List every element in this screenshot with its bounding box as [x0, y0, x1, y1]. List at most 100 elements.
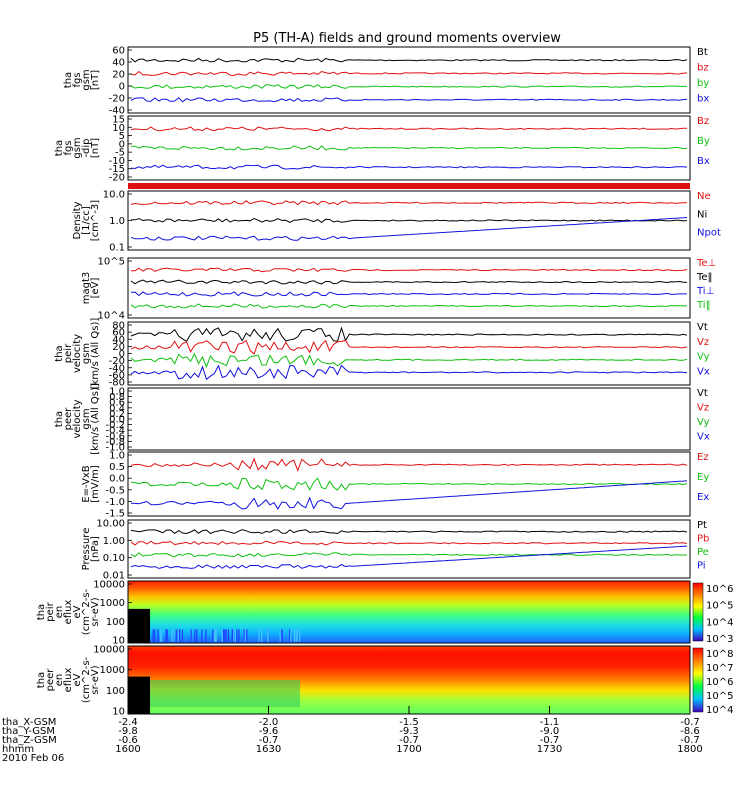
y-tick-label: 10^4	[98, 311, 125, 322]
panel-peer_vel: Vt Vz Vy Vx 1.00.80.60.40.20.0-0.2-0.4-0.6-0…	[54, 383, 710, 455]
plot-title: P5 (TH-A) fields and ground moments over…	[253, 31, 561, 46]
y-label-line: (cm^2-s-	[81, 656, 92, 703]
y-tick-label: -0.5	[105, 485, 125, 496]
x-tick-label: -2.0	[259, 717, 279, 728]
y-label-line: sr-eV)	[90, 665, 101, 694]
y-tick-label: 0.0	[109, 474, 125, 485]
legend: Te⊥ Te‖ Ti⊥ Ti‖	[696, 258, 716, 311]
panel-frame	[127, 580, 691, 644]
y-label-line: velocity	[72, 399, 83, 438]
colorbar: 10^6 10^5 10^4 10^3	[692, 582, 733, 645]
colorbar-tick-label: 10^6	[706, 677, 733, 688]
trace-blue	[130, 164, 688, 170]
y-tick-label: -80	[109, 378, 125, 389]
legend-item: Ni	[697, 209, 707, 220]
colorbar-tick-label: 10^8	[706, 649, 733, 660]
y-axis-label: magt3[eV]	[81, 272, 101, 305]
y-label-line: fgs	[72, 72, 83, 87]
legend: Bz By Bx	[697, 116, 710, 167]
spectrogram-patch	[150, 680, 300, 708]
legend-item: Vy	[697, 417, 710, 428]
trace-black	[130, 57, 688, 63]
legend-item: Vt	[697, 388, 708, 399]
trace-blue	[130, 545, 688, 569]
y-label-line: E=-VxB	[81, 465, 92, 502]
x-tick-label: -2.4	[118, 717, 138, 728]
y-tick-label: 0.0	[109, 415, 125, 426]
legend: Vt Vz Vy Vx	[697, 388, 710, 443]
y-axis: 10000 1000 100 10	[93, 645, 132, 718]
colorbar-tick-label: 10^6	[706, 584, 733, 595]
colorbar-tick-label: 10^7	[706, 663, 733, 674]
y-label-line: -dip	[81, 138, 92, 157]
y-tick-label: 40	[112, 335, 125, 346]
legend-item: Pb	[697, 534, 709, 545]
panel-peer_spec: 10^8 10^7 10^6 10^5 10^4 10000 1000 100 10 thapee…	[36, 645, 733, 718]
y-label-line: tha	[54, 140, 65, 156]
trace-black	[130, 326, 688, 342]
y-label-line: Pressure	[81, 528, 92, 571]
y-label-line: sr-eV)	[90, 597, 101, 626]
y-axis: 10.0 1.0 0.1	[103, 190, 132, 254]
y-label-line: peir	[63, 343, 74, 363]
x-row-label: tha_Z-GSM	[2, 735, 57, 746]
legend-item: bx	[697, 94, 709, 105]
panel-frame	[127, 257, 691, 319]
y-tick-label: 0.10	[103, 553, 125, 564]
y-tick-label: 20	[112, 342, 125, 353]
legend-item: Bt	[697, 47, 708, 58]
panel-peir_spec: 10^6 10^5 10^4 10^3 10000 1000 100 10 thapeirene…	[36, 580, 733, 647]
trace-red	[131, 267, 688, 273]
legend-item: Vz	[697, 337, 709, 348]
y-tick-label: -1.0	[105, 443, 125, 454]
x-tick-label: -0.7	[680, 735, 700, 746]
x-tick-label: 1630	[256, 744, 281, 755]
y-label-line: eflux	[63, 600, 74, 625]
trace-green	[130, 84, 688, 89]
legend-item: by	[697, 78, 709, 89]
trace-green	[130, 552, 688, 558]
legend-item: Vt	[697, 322, 708, 333]
y-tick-label: -0.4	[105, 426, 125, 437]
x-tick-label: -1.1	[540, 717, 560, 728]
trace-blue	[130, 364, 688, 381]
trace-red	[130, 70, 688, 76]
legend-item: Te‖	[696, 272, 713, 283]
x-tick-label: -0.7	[680, 717, 700, 728]
colorbar-tick-label: 10^3	[706, 634, 733, 645]
y-label-line: peir	[45, 601, 56, 621]
trace-blue	[130, 480, 688, 510]
y-tick-label: 1.0	[109, 387, 125, 398]
trace-blue	[130, 217, 688, 241]
y-tick-label: 10000	[93, 645, 125, 656]
legend-item: Pe	[697, 547, 709, 558]
y-tick-label: 60	[112, 328, 125, 339]
legend-item: bz	[697, 63, 709, 74]
trace-green	[130, 352, 688, 369]
y-tick-label: 1.00	[103, 536, 125, 547]
legend-item: Ey	[697, 472, 709, 483]
legend-item: Bz	[697, 116, 709, 127]
legend-item: Te⊥	[696, 258, 716, 269]
y-axis: 1.00.80.60.40.20.0-0.2-0.4-0.6-0.8-1.0	[105, 387, 132, 454]
spectrogram-gap	[128, 676, 150, 714]
legend-item: Ti⊥	[696, 286, 714, 297]
trace-blue	[130, 97, 688, 103]
y-tick-label: -40	[109, 106, 125, 117]
x-tick-label: 1700	[396, 744, 421, 755]
y-tick-label: 10.0	[103, 190, 125, 201]
x-tick-label: -0.7	[540, 735, 560, 746]
y-label-line: Density	[72, 201, 83, 239]
legend: Vt Vz Vy Vx	[697, 322, 710, 377]
y-tick-label: 1.0	[109, 451, 125, 462]
y-tick-label: -0.6	[105, 431, 125, 442]
colorbar-tick-label: 10^4	[706, 705, 733, 716]
x-tick-label: -0.7	[399, 735, 419, 746]
y-axis-label: Pressure[nPa]	[81, 528, 101, 571]
